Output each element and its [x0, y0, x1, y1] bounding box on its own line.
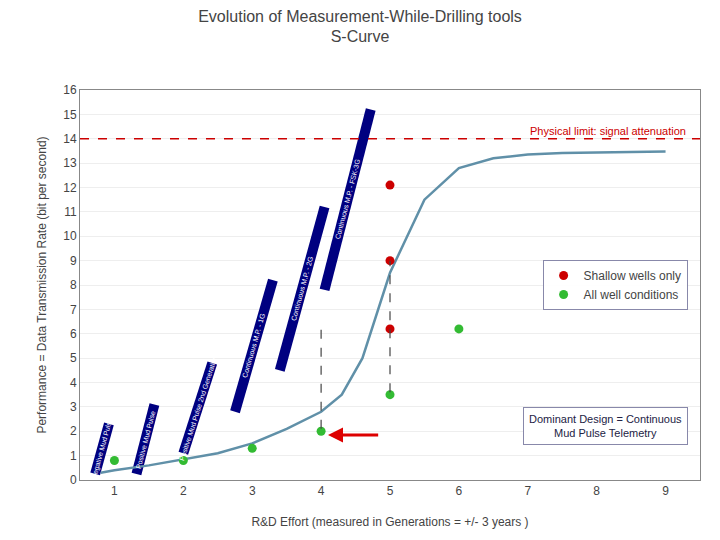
svg-text:Dominant Design = ContinuousMu: Dominant Design = ContinuousMud Pulse Te…: [529, 413, 682, 439]
svg-text:2: 2: [70, 424, 77, 438]
svg-text:Performance = Data Transmissio: Performance = Data Transmission Rate (bi…: [35, 136, 49, 433]
svg-text:5: 5: [387, 484, 394, 498]
svg-text:Continuous M.P. - 1G: Continuous M.P. - 1G: [241, 313, 266, 379]
svg-text:Negative Mud Pulse: Negative Mud Pulse: [90, 417, 114, 480]
svg-text:7: 7: [70, 303, 77, 317]
svg-text:Physical limit: signal attenua: Physical limit: signal attenuation: [530, 125, 686, 137]
svg-text:6: 6: [456, 484, 463, 498]
svg-text:2: 2: [180, 484, 187, 498]
svg-text:8: 8: [70, 278, 77, 292]
svg-text:Continuous M.P. - 2G: Continuous M.P. - 2G: [290, 256, 314, 322]
svg-text:R&D Effort (measured in Genera: R&D Effort (measured in Generations = +/…: [251, 515, 528, 529]
svg-text:9: 9: [70, 254, 77, 268]
svg-text:Evolution of Measurement-While: Evolution of Measurement-While-Drilling …: [198, 8, 522, 46]
svg-text:15: 15: [63, 108, 77, 122]
svg-text:All well conditions: All well conditions: [584, 288, 679, 302]
svg-text:12: 12: [63, 181, 77, 195]
svg-text:0: 0: [70, 473, 77, 487]
svg-text:4: 4: [70, 376, 77, 390]
svg-text:Continuous M.P. - FSK-3G: Continuous M.P. - FSK-3G: [334, 158, 361, 240]
svg-text:1: 1: [111, 484, 118, 498]
svg-text:13: 13: [63, 156, 77, 170]
svg-text:6: 6: [70, 327, 77, 341]
svg-text:Positive Mud Pulse 2nd Generat: Positive Mud Pulse 2nd Generation: [178, 355, 218, 462]
svg-text:9: 9: [662, 484, 669, 498]
svg-text:16: 16: [63, 83, 77, 97]
svg-text:3: 3: [70, 400, 77, 414]
svg-text:Positive Mud Pulse: Positive Mud Pulse: [135, 410, 157, 469]
svg-text:3: 3: [249, 484, 256, 498]
svg-text:Shallow wells only: Shallow wells only: [584, 269, 681, 283]
svg-text:14: 14: [63, 132, 77, 146]
svg-text:8: 8: [593, 484, 600, 498]
svg-text:10: 10: [63, 229, 77, 243]
svg-text:7: 7: [524, 484, 531, 498]
svg-text:4: 4: [318, 484, 325, 498]
svg-text:5: 5: [70, 351, 77, 365]
svg-text:11: 11: [64, 205, 77, 219]
svg-text:1: 1: [70, 449, 77, 463]
